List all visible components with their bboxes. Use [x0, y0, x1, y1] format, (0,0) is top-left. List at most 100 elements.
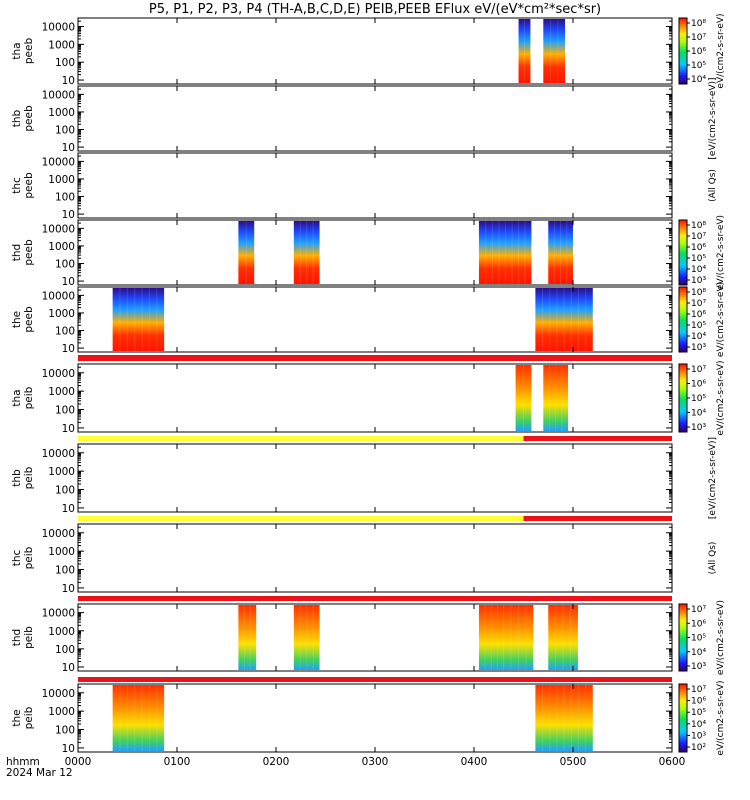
y-tick-label: 1000	[48, 107, 75, 119]
y-tick-label: 100	[55, 259, 75, 271]
spectrogram-block	[238, 221, 255, 284]
panel-probe-label: the	[11, 311, 23, 328]
colorbar-gradient	[678, 286, 688, 353]
spectrogram-block	[293, 605, 320, 670]
figure-title: P5, P1, P2, P3, P4 (TH-A,B,C,D,E) PEIB,P…	[149, 2, 601, 17]
colorbar-label: 10³	[691, 662, 706, 672]
x-tick-label: 0200	[263, 756, 290, 768]
colorbar-label: 10⁴	[691, 265, 706, 275]
colorbar-label: 10⁶	[691, 619, 706, 629]
y-tick-label: 100	[55, 644, 75, 656]
y-tick-label: 100	[55, 192, 75, 204]
panel-product-label: peib	[23, 466, 35, 489]
colorbar-unit: eV/(cm2-s-sr-eV)	[716, 282, 726, 357]
mode-bar	[78, 355, 672, 361]
colorbar-label: 10³	[691, 276, 706, 286]
panel-product-label: peeb	[23, 306, 35, 333]
panel-thb-peeb: 10000 1000 100 10 thb peeb [eV/(cm2-s-sr-eV)]	[11, 77, 718, 159]
colorbar-gradient	[678, 219, 688, 286]
y-tick-label: 100	[55, 405, 75, 417]
colorbar-label: 10⁸	[691, 19, 706, 29]
y-tick-label: 10000	[42, 368, 75, 380]
mode-bar-segment	[78, 355, 672, 361]
panel-thc-peib: 10000 1000 100 10 thc peib (All Qs)	[11, 523, 718, 595]
panel-product-label: peib	[23, 546, 35, 569]
panel-tha-peeb: 10000 1000 100 10 tha peeb 10⁸ 10⁷ 10⁶ 10⁵ 10⁴ eV/(…	[11, 13, 726, 88]
mode-bar	[78, 596, 672, 601]
panel-thd-peib: 10000 1000 100 10 thd peib 10⁷ 10⁶ 10⁵ 10⁴ 10³ eV/(…	[11, 600, 726, 675]
colorbar-label: 10⁷	[691, 299, 706, 309]
panel-frame	[77, 17, 673, 85]
spectrogram-block	[112, 685, 165, 751]
y-tick-label: 10000	[42, 290, 75, 302]
panel-frame	[77, 152, 673, 219]
colorbar-unit: eV/(cm2-s-sr-eV)	[716, 13, 726, 88]
panel-frame	[77, 363, 673, 433]
y-tick-label: 1000	[48, 546, 75, 558]
colorbar: 10⁷ 10⁶ 10⁵ 10⁴ 10³ eV/(cm2-s-sr-eV)	[678, 600, 726, 675]
colorbar-label: 10⁷	[691, 605, 706, 615]
x-tick-label: 0500	[560, 756, 587, 768]
y-tick-label: 100	[55, 125, 75, 137]
colorbar-label: 10⁶	[691, 697, 706, 707]
colorbar-label: 10⁶	[691, 380, 706, 390]
y-tick-label: 100	[55, 565, 75, 577]
panel-frame	[77, 603, 673, 672]
panel-thb-peib: 10000 1000 100 10 thb peib [eV/(cm2-s-sr-eV)]	[11, 437, 718, 519]
mode-bar-segment	[78, 436, 524, 441]
y-tick-label: 10	[62, 503, 75, 515]
colorbar-label: 10⁸	[691, 288, 706, 298]
colorbar-label: 10⁵	[691, 394, 706, 404]
x-tick-label: 0400	[461, 756, 488, 768]
colorbar: 10⁸ 10⁷ 10⁶ 10⁵ 10⁴ eV/(cm2-s-sr-eV)	[678, 13, 726, 89]
x-tick-label: 0600	[659, 756, 686, 768]
colorbar-label: 10³	[691, 423, 706, 433]
spectrogram-block	[478, 605, 504, 670]
colorbar-label: 10⁵	[691, 708, 706, 718]
panel-product-label: peeb	[23, 239, 35, 266]
colorbar-gradient	[678, 363, 688, 433]
colorbar-gradient	[678, 683, 688, 753]
panel-probe-label: the	[11, 709, 23, 726]
colorbar-label: 10⁵	[691, 254, 706, 264]
y-tick-label: 10000	[42, 608, 75, 620]
spectrogram-block	[548, 221, 573, 284]
y-tick-label: 100	[55, 725, 75, 737]
y-tick-label: 1000	[48, 308, 75, 320]
y-tick-label: 10	[62, 75, 75, 87]
y-tick-label: 10000	[42, 89, 75, 101]
colorbar-label: 10⁴	[691, 409, 706, 419]
panel-probe-label: thd	[11, 629, 23, 646]
y-tick-label: 10	[62, 743, 75, 755]
colorbar-label: 10⁵	[691, 61, 706, 71]
colorbar-unit: [eV/(cm2-s-sr-eV)]	[708, 437, 718, 519]
panel-probe-label: thb	[11, 469, 23, 487]
x-tick-label: 0000	[65, 756, 92, 768]
panel-frame	[77, 523, 673, 593]
colorbar-label: 10⁷	[691, 685, 706, 695]
spectrogram-block	[518, 19, 531, 83]
colorbar-label: 10⁸	[691, 221, 706, 231]
colorbar-label: 10⁴	[691, 75, 706, 85]
colorbar-label: 10³	[691, 731, 706, 741]
colorbar-label: 10⁵	[691, 634, 706, 644]
y-tick-label: 1000	[48, 241, 75, 253]
colorbar-gradient	[678, 603, 688, 672]
spectrogram-block	[478, 221, 506, 284]
spectrogram-block	[535, 288, 593, 351]
y-tick-label: 10	[62, 662, 75, 674]
y-tick-label: 10000	[42, 156, 75, 168]
spectrogram-block	[503, 605, 534, 670]
colorbar-unit: [eV/(cm2-s-sr-eV)]	[708, 77, 718, 159]
x-tick-label: 0100	[164, 756, 191, 768]
colorbar-label: 10²	[691, 743, 706, 753]
colorbar-label: 10⁷	[691, 365, 706, 375]
mode-bar	[78, 436, 672, 441]
mode-bar-segment	[78, 596, 672, 601]
panel-product-label: peib	[23, 626, 35, 649]
colorbar-unit: eV/(cm2-s-sr-eV)	[716, 215, 726, 290]
y-tick-label: 1000	[48, 706, 75, 718]
colorbar-label: 10⁷	[691, 33, 706, 43]
